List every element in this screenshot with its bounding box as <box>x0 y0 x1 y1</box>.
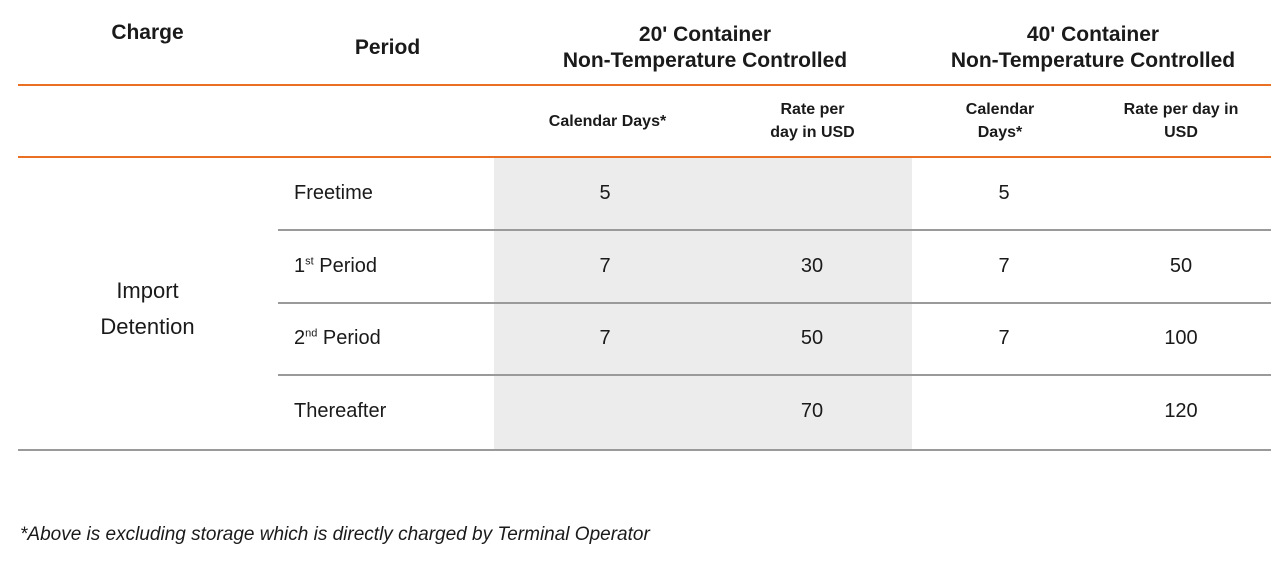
period-freetime: Freetime <box>294 182 373 204</box>
row-divider-3 <box>278 374 1271 376</box>
subheader-40ft-days-line1: Calendar <box>965 101 1035 118</box>
row4-40ft-rate: 120 <box>1164 400 1198 422</box>
row-divider-2 <box>278 302 1271 304</box>
row3-20ft-rate: 50 <box>800 327 824 349</box>
period-2nd-sup: nd <box>305 327 318 340</box>
period-1st: 1st Period <box>294 254 377 278</box>
header-20ft-line1: 20' Container <box>638 23 772 46</box>
subheader-divider <box>18 156 1271 158</box>
row1-40ft-days: 5 <box>998 182 1010 204</box>
row2-20ft-days: 7 <box>599 255 611 277</box>
row-divider-1 <box>278 229 1271 231</box>
subheader-20ft-days: Calendar Days* <box>548 113 667 130</box>
header-20ft-line2: Non-Temperature Controlled <box>562 49 848 72</box>
header-40ft-line1: 40' Container <box>1026 23 1160 46</box>
header-40ft: 40' Container Non-Temperature Controlled <box>888 22 1280 74</box>
footnote: *Above is excluding storage which is dir… <box>20 524 650 545</box>
period-1st-text: Period <box>313 255 378 277</box>
header-20ft: 20' Container Non-Temperature Controlled <box>500 22 910 74</box>
header-divider <box>18 84 1271 86</box>
charge-import-detention: Import Detention <box>60 273 235 345</box>
row3-40ft-rate: 100 <box>1164 327 1198 349</box>
table-bottom-line <box>18 449 1271 451</box>
charge-line2: Detention <box>100 314 195 339</box>
period-2nd-num: 2 <box>294 327 306 349</box>
subheader-40ft-rate: Rate per day in USD <box>1092 98 1270 144</box>
header-charge: Charge <box>111 21 184 44</box>
charge-line1: Import <box>116 278 179 303</box>
row2-40ft-days: 7 <box>998 255 1010 277</box>
row3-20ft-days: 7 <box>599 327 611 349</box>
row3-40ft-days: 7 <box>998 327 1010 349</box>
row1-20ft-days: 5 <box>599 182 611 204</box>
row2-40ft-rate: 50 <box>1169 255 1193 277</box>
period-1st-num: 1 <box>294 255 306 277</box>
row2-20ft-rate: 30 <box>800 255 824 277</box>
header-period: Period <box>354 36 421 59</box>
period-thereafter: Thereafter <box>294 400 387 422</box>
subheader-20ft-rate-line2: day in USD <box>770 124 855 141</box>
subheader-40ft-days-line2: Days* <box>977 124 1023 141</box>
header-40ft-line2: Non-Temperature Controlled <box>950 49 1236 72</box>
subheader-40ft-rate-line2: USD <box>1164 124 1198 141</box>
subheader-20ft-rate: Rate per day in USD <box>725 98 900 144</box>
row4-20ft-rate: 70 <box>800 400 824 422</box>
subheader-40ft-days: Calendar Days* <box>920 98 1080 144</box>
period-2nd-text: Period <box>317 327 381 349</box>
period-2nd: 2nd Period <box>294 326 381 350</box>
subheader-40ft-rate-line1: Rate per day in <box>1123 101 1239 118</box>
period-1st-sup: st <box>305 255 314 268</box>
subheader-20ft-rate-line1: Rate per <box>780 101 845 118</box>
